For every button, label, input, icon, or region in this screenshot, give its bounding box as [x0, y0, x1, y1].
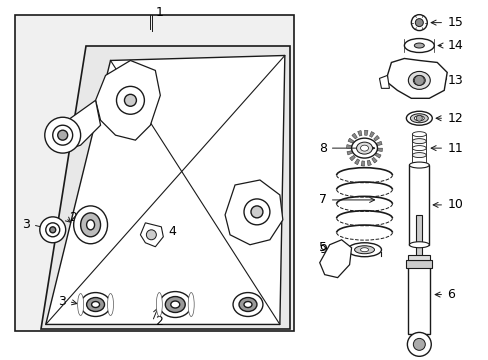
Text: 14: 14: [447, 39, 462, 52]
Ellipse shape: [107, 293, 113, 315]
Ellipse shape: [406, 111, 431, 125]
Wedge shape: [374, 153, 380, 158]
Circle shape: [412, 338, 425, 350]
Ellipse shape: [413, 116, 424, 121]
Circle shape: [53, 125, 73, 145]
Ellipse shape: [411, 153, 426, 158]
Wedge shape: [346, 150, 352, 155]
Polygon shape: [319, 240, 351, 278]
Text: 6: 6: [447, 288, 454, 301]
Text: 11: 11: [447, 141, 462, 155]
Wedge shape: [357, 131, 361, 136]
Ellipse shape: [244, 302, 251, 307]
Ellipse shape: [156, 293, 162, 316]
Circle shape: [58, 130, 67, 140]
Wedge shape: [346, 145, 351, 148]
Text: 8: 8: [318, 141, 326, 155]
Bar: [415, 215, 422, 260]
Circle shape: [415, 115, 422, 121]
Circle shape: [40, 217, 65, 243]
Text: 2: 2: [68, 211, 77, 224]
Bar: [407, 255, 429, 260]
Polygon shape: [95, 60, 160, 140]
Wedge shape: [351, 133, 357, 139]
Circle shape: [414, 19, 423, 27]
Ellipse shape: [407, 71, 429, 89]
Ellipse shape: [412, 75, 425, 85]
Wedge shape: [364, 130, 367, 135]
Ellipse shape: [411, 146, 426, 150]
Wedge shape: [376, 141, 381, 145]
Circle shape: [146, 230, 156, 240]
Ellipse shape: [159, 292, 191, 318]
Text: 1: 1: [155, 6, 163, 19]
Wedge shape: [354, 159, 359, 165]
Polygon shape: [379, 75, 388, 88]
Polygon shape: [46, 55, 285, 324]
Text: 9: 9: [318, 243, 326, 256]
Ellipse shape: [411, 132, 426, 137]
Ellipse shape: [354, 246, 374, 254]
Ellipse shape: [239, 298, 256, 311]
Text: 12: 12: [447, 112, 462, 125]
Circle shape: [244, 199, 269, 225]
Ellipse shape: [409, 114, 427, 123]
Polygon shape: [56, 100, 101, 150]
Wedge shape: [347, 138, 353, 143]
Circle shape: [413, 75, 424, 85]
Ellipse shape: [78, 293, 83, 315]
Bar: [406, 260, 431, 268]
Text: 10: 10: [447, 198, 462, 211]
Ellipse shape: [81, 213, 101, 237]
Polygon shape: [140, 223, 163, 247]
Text: 3: 3: [22, 218, 30, 231]
Wedge shape: [373, 135, 379, 141]
Circle shape: [124, 94, 136, 106]
Bar: [407, 260, 429, 334]
Circle shape: [250, 206, 263, 218]
Circle shape: [46, 223, 60, 237]
Ellipse shape: [86, 220, 94, 230]
Circle shape: [116, 86, 144, 114]
Wedge shape: [369, 131, 374, 138]
Circle shape: [410, 15, 427, 31]
Text: 5: 5: [318, 241, 326, 254]
Circle shape: [407, 332, 430, 356]
Ellipse shape: [165, 297, 185, 312]
Ellipse shape: [91, 302, 100, 307]
Bar: [408, 165, 428, 245]
Text: 4: 4: [168, 225, 176, 238]
Polygon shape: [41, 45, 289, 329]
Ellipse shape: [408, 162, 428, 168]
Wedge shape: [376, 148, 382, 152]
Wedge shape: [366, 160, 371, 166]
Ellipse shape: [188, 293, 194, 316]
Text: 13: 13: [447, 74, 462, 87]
Text: 15: 15: [447, 16, 462, 29]
Polygon shape: [386, 58, 447, 98]
Ellipse shape: [347, 243, 381, 257]
Text: 2: 2: [155, 315, 163, 328]
Ellipse shape: [411, 139, 426, 144]
Ellipse shape: [233, 293, 263, 316]
Text: 7: 7: [318, 193, 326, 206]
Circle shape: [45, 117, 81, 153]
Text: 3: 3: [58, 295, 65, 308]
Ellipse shape: [404, 39, 433, 53]
Ellipse shape: [74, 206, 107, 244]
Ellipse shape: [170, 301, 180, 308]
Bar: [15, 15, 293, 332]
Polygon shape: [224, 180, 282, 245]
Ellipse shape: [360, 248, 368, 252]
Ellipse shape: [86, 298, 104, 311]
Ellipse shape: [360, 145, 368, 151]
Ellipse shape: [408, 242, 428, 248]
Circle shape: [50, 227, 56, 233]
Wedge shape: [371, 157, 376, 163]
Ellipse shape: [356, 142, 372, 154]
Wedge shape: [360, 161, 364, 166]
Ellipse shape: [81, 293, 110, 316]
Ellipse shape: [413, 43, 424, 48]
Wedge shape: [349, 155, 355, 161]
